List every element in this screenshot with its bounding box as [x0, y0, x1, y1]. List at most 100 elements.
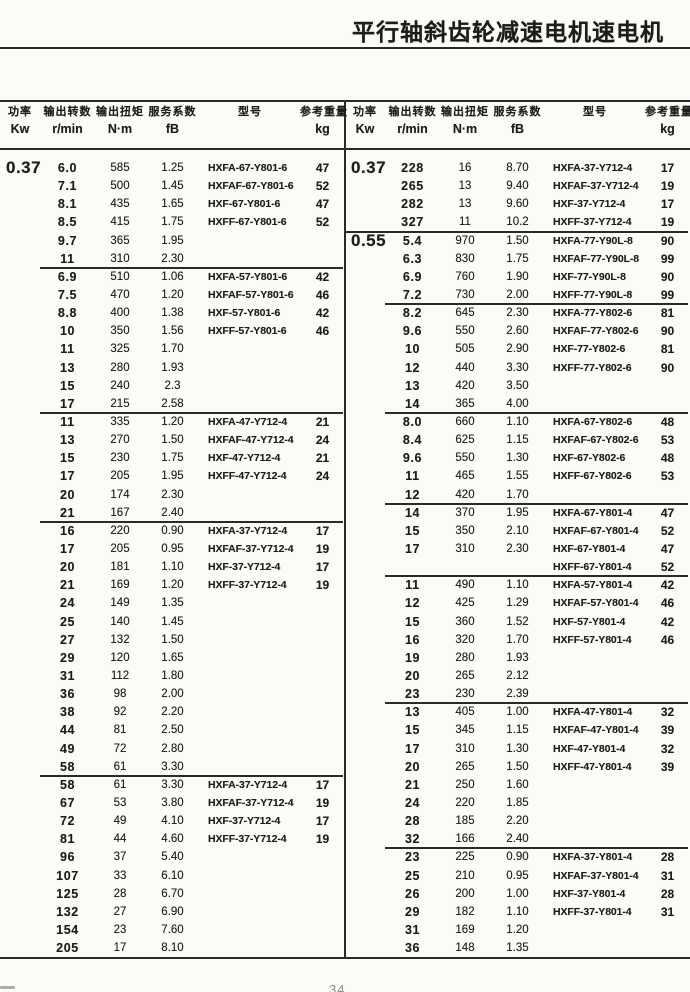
cell-torque: 92	[113, 706, 127, 719]
cell-speed: 21	[59, 505, 76, 520]
cell-torque: 350	[110, 325, 130, 338]
cell-weight: 52	[315, 215, 330, 230]
cell-speed: 8.0	[402, 415, 423, 430]
cell-speed: 8.8	[57, 306, 78, 321]
cell-fb: 1.75	[506, 252, 529, 265]
cell-speed: 11	[60, 415, 75, 430]
cell-model: HXF-37-Y712-4	[553, 198, 626, 211]
cell-weight: 99	[660, 288, 675, 303]
cell-fb: 6.10	[161, 869, 184, 882]
table-row: 17 205 0.95 HXFAF-37-Y712-4 19	[0, 540, 345, 558]
table-row: 20 174 2.30	[0, 486, 345, 504]
cell-weight: 47	[660, 505, 675, 520]
header-unit-fb: fB	[510, 122, 525, 136]
header-label-weight: 参考重量	[645, 106, 690, 118]
cell-weight: 17	[315, 814, 330, 829]
cell-weight: 46	[660, 632, 675, 647]
header-cell-power: 功率 Kw	[0, 104, 40, 138]
table-row: 20 265 2.12	[345, 667, 690, 685]
header-label-weight: 参考重量	[300, 106, 348, 118]
cell-torque: 360	[455, 615, 475, 628]
cell-torque: 370	[455, 506, 475, 519]
table-body-left: 0.37 6.0 585 1.25 HXFA-67-Y801-6 47 7.1 500 1.45…	[0, 159, 345, 957]
cell-fb: 6.90	[161, 905, 184, 918]
cell-fb: 2.10	[506, 524, 529, 537]
cell-weight: 19	[315, 832, 330, 847]
cell-fb: 1.06	[161, 270, 184, 283]
cell-model: HXFAF-67-Y802-6	[553, 434, 639, 447]
cell-fb: 0.90	[506, 851, 529, 864]
cell-model: HXFA-37-Y712-4	[208, 778, 288, 791]
cell-speed: 8.2	[402, 306, 423, 321]
power-section: 0.55 5.4 970 1.50 HXFA-77-Y90L-8 90 6.3 830 1.75…	[345, 230, 690, 958]
cell-speed: 96	[59, 850, 76, 865]
cell-torque: 13	[458, 198, 472, 211]
cell-model: HXFF-77-Y90L-8	[553, 289, 633, 302]
cell-fb: 1.35	[506, 942, 529, 955]
cell-weight: 47	[660, 542, 675, 557]
cell-speed: 205	[56, 941, 79, 956]
cell-torque: 185	[455, 815, 475, 828]
cell-weight: 52	[315, 179, 330, 194]
table-row: 10 350 1.56 HXFF-57-Y801-6 46	[0, 322, 345, 340]
cell-fb: 2.40	[161, 506, 184, 519]
cell-torque: 27	[113, 905, 127, 918]
cell-speed: 15	[404, 723, 421, 738]
cell-model: HXFF-37-Y712-4	[553, 216, 632, 229]
cell-torque: 345	[455, 724, 475, 737]
cell-weight: 19	[660, 215, 675, 230]
table-row: 7.2 730 2.00 HXFF-77-Y90L-8 99	[345, 286, 690, 304]
cell-model: HXF-77-Y802-6	[553, 343, 626, 356]
cell-speed: 31	[404, 922, 421, 937]
cell-speed: 12	[404, 596, 421, 611]
cell-fb: 1.35	[161, 597, 184, 610]
cell-weight: 19	[315, 578, 330, 593]
cell-speed: 16	[404, 632, 421, 647]
cell-torque: 420	[455, 379, 475, 392]
table-row: 8.2 645 2.30 HXFA-77-Y802-6 81	[345, 304, 690, 322]
table-row: 16 220 0.90 HXFA-37-Y712-4 17	[0, 522, 345, 540]
cell-speed: 15	[59, 378, 76, 393]
cell-weight: 24	[315, 433, 330, 448]
cell-fb: 2.30	[161, 252, 184, 265]
cell-model: HXF-67-Y802-6	[553, 452, 626, 465]
cell-speed: 14	[404, 396, 421, 411]
cell-model: HXFF-37-Y712-4	[208, 833, 287, 846]
cell-weight: 39	[660, 723, 675, 738]
table-row: 6.9 510 1.06 HXFA-57-Y801-6 42	[0, 268, 345, 286]
cell-fb: 1.56	[161, 325, 184, 338]
cell-torque: 585	[110, 162, 130, 175]
cell-speed: 107	[56, 868, 79, 883]
cell-torque: 760	[455, 270, 475, 283]
cell-fb: 0.95	[161, 543, 184, 556]
cell-torque: 350	[455, 524, 475, 537]
table-row: 38 92 2.20	[0, 703, 345, 721]
row-group: 5.4 970 1.50 HXFA-77-Y90L-8 90 6.3 830 1.75 HXFA…	[345, 232, 690, 305]
cell-weight: 46	[315, 324, 330, 339]
cell-fb: 2.30	[506, 307, 529, 320]
cell-speed: 9.7	[57, 233, 78, 248]
cell-speed: 15	[404, 523, 421, 538]
cell-weight: 42	[315, 306, 330, 321]
cell-torque: 49	[113, 815, 127, 828]
cell-model: HXFA-47-Y712-4	[208, 416, 288, 429]
cell-fb: 2.90	[506, 343, 529, 356]
header-cell-weight: 参考重量 kg	[300, 104, 348, 138]
cell-fb: 1.70	[506, 488, 529, 501]
cell-torque: 490	[455, 579, 475, 592]
row-group: 23 225 0.90 HXFA-37-Y801-4 28 25 210 0.95 HXFAF-…	[345, 847, 690, 957]
cell-weight: 39	[660, 759, 675, 774]
table-row: 31 112 1.80	[0, 667, 345, 685]
page-title: 平行轴斜齿轮减速电机速电机	[352, 19, 664, 45]
cell-model: HXFA-67-Y801-6	[208, 162, 288, 175]
cell-model: HXF-47-Y712-4	[208, 452, 281, 465]
cell-weight: 17	[315, 560, 330, 575]
table-row: 6.3 830 1.75 HXFAF-77-Y90L-8 99	[345, 250, 690, 268]
table-row: 11 335 1.20 HXFA-47-Y712-4 21	[0, 413, 345, 431]
cell-fb: 3.50	[506, 379, 529, 392]
header-cell-torque: 输出扭矩 N·m	[440, 104, 490, 138]
cell-torque: 13	[458, 180, 472, 193]
cell-speed: 58	[59, 777, 76, 792]
cell-fb: 2.00	[161, 688, 184, 701]
